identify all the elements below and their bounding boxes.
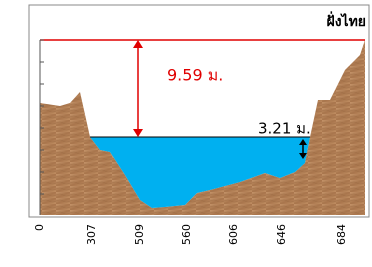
water-label: 3.21 ม. [258,120,311,138]
page: ฝั่งไทย 9.59 ม. 3.21 ม. 0 307 509 560 606 646… [0,0,372,263]
bank-title: ฝั่งไทย [326,11,366,30]
x-axis-label: 307 [85,224,98,245]
height-label: 9.59 ม. [167,66,223,85]
x-axis-label: 606 [227,224,240,245]
x-axis-label: 0 [33,224,46,231]
x-axis-label: 509 [133,224,146,245]
cross-section-diagram: ฝั่งไทย 9.59 ม. 3.21 ม. 0 307 509 560 606 646… [0,0,372,263]
x-axis-labels: 0 307 509 560 606 646 684 [33,224,348,245]
x-axis-label: 560 [180,224,193,245]
x-axis-label: 684 [335,224,348,245]
x-axis-label: 646 [275,224,288,245]
